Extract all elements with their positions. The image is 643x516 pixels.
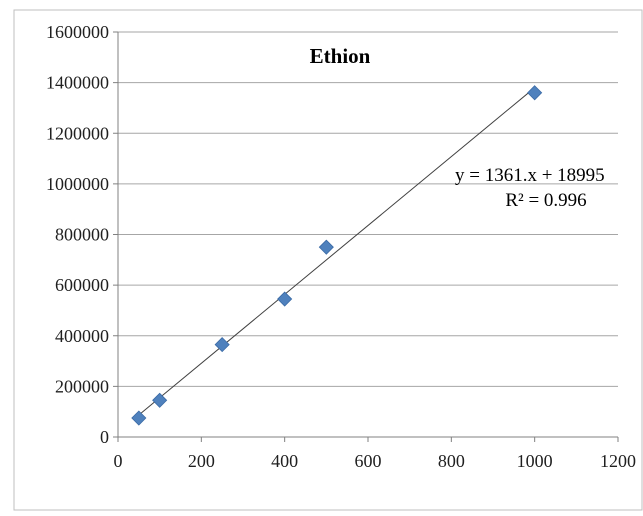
y-tick-label: 1000000 [46,174,109,194]
data-point [214,337,230,353]
data-point [318,239,334,255]
x-tick-label: 0 [114,451,123,471]
x-tick-label: 1000 [517,451,553,471]
y-tick-label: 1400000 [46,73,109,93]
tick-labels: 0 200000 400000 600000 800000 1000000 1200000 1… [46,22,636,471]
x-tick-label: 600 [355,451,382,471]
y-tick-label: 600000 [55,275,109,295]
data-point [131,410,147,426]
y-tick-label: 0 [100,427,109,447]
trendline-layer [138,87,535,416]
trendline [138,87,535,416]
r-squared-label: R² = 0.996 [505,190,586,211]
y-tick-label: 1600000 [46,22,109,42]
data-point [527,85,543,101]
x-tick-label: 1200 [600,451,636,471]
data-point [277,291,293,307]
data-point [152,392,168,408]
gridlines [118,31,618,387]
data-points [131,85,543,426]
trendline-equation: y = 1361.x + 18995 [455,165,605,186]
y-tick-label: 1200000 [46,123,109,143]
x-tick-label: 200 [188,451,215,471]
x-tick-label: 800 [438,451,465,471]
y-tick-label: 200000 [55,376,109,396]
axes [113,31,619,442]
x-tick-label: 400 [271,451,298,471]
y-tick-label: 800000 [55,225,109,245]
chart-title: Ethion [310,44,371,68]
y-tick-label: 400000 [55,326,109,346]
